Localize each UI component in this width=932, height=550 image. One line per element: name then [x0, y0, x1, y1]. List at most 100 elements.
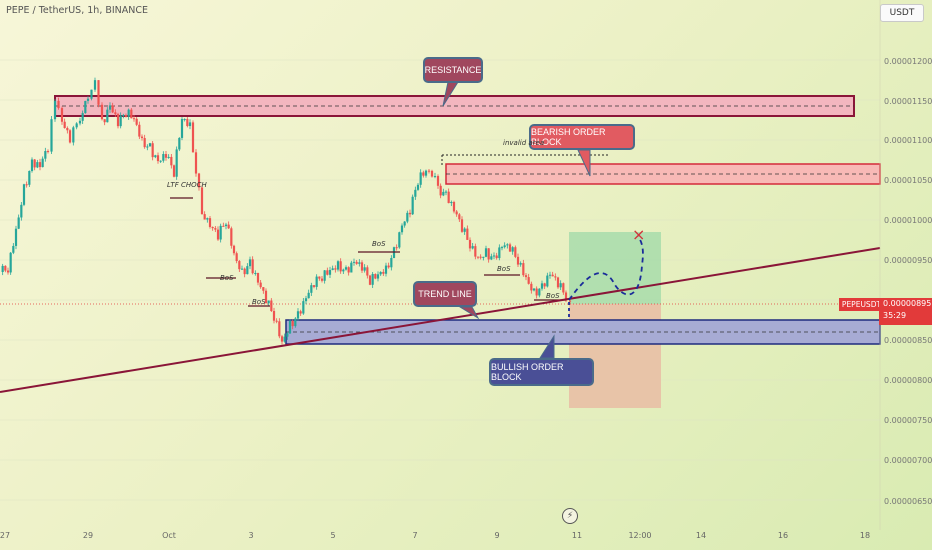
candle-body [524, 275, 528, 278]
choch-label: LTF CHOCH [167, 181, 207, 189]
candle-body [72, 127, 75, 143]
candle-body [188, 122, 192, 127]
candle-body [376, 274, 380, 279]
candle-body [162, 154, 165, 161]
candle-body [411, 196, 414, 215]
candle-body [90, 89, 93, 99]
candle-body [183, 119, 186, 121]
candle-body [310, 285, 313, 293]
candle-body [53, 100, 57, 120]
candle-body [178, 137, 181, 150]
candle-body [6, 270, 10, 273]
candle-body [264, 290, 268, 304]
candle-body [20, 204, 23, 218]
candle-body [208, 218, 212, 227]
candle-body [522, 263, 525, 276]
candle-body [414, 189, 417, 197]
candle-body [318, 276, 321, 279]
candle-body [154, 155, 157, 158]
current-price-value: 0.00000895 [883, 299, 932, 308]
x-tick-label: 14 [695, 531, 707, 540]
candle-body [75, 123, 78, 128]
candle-body [238, 261, 241, 270]
candle-body [366, 267, 369, 276]
candle-body [103, 119, 106, 123]
candle-body [256, 272, 260, 283]
candle-body [203, 214, 206, 220]
projection-path [568, 235, 644, 301]
candle-body [138, 124, 141, 137]
candle-body [559, 283, 562, 288]
candle-body [4, 265, 7, 271]
candle-body [395, 247, 398, 249]
candle-body [320, 278, 324, 281]
candle-body [114, 112, 117, 115]
candle-body [148, 143, 152, 147]
candle-body [363, 267, 366, 271]
candle-body [556, 277, 560, 288]
resistance-callout[interactable]: RESISTANCE [423, 57, 483, 83]
candle-body [278, 321, 281, 337]
lightning-icon[interactable]: ⚡ [562, 508, 578, 524]
y-tick-label: 0.00000850 [884, 336, 932, 345]
bos-label: BoS [546, 292, 560, 300]
candle-body [66, 127, 69, 131]
y-tick-label: 0.00001000 [884, 216, 932, 225]
candle-body [12, 245, 15, 253]
y-tick-label: 0.00000700 [884, 456, 932, 465]
bos-label: BoS [220, 274, 234, 282]
candle-body [564, 292, 568, 301]
candle-body [130, 109, 133, 119]
candle-body [227, 224, 230, 229]
candle-body [447, 191, 450, 204]
candle-body [159, 160, 162, 162]
candle-body [498, 247, 501, 259]
candle-body [28, 170, 31, 185]
candle-body [216, 229, 220, 240]
candle-body [57, 100, 60, 109]
candle-body [86, 98, 90, 101]
y-tick-label: 0.00001150 [884, 97, 932, 106]
candle-body [307, 292, 310, 299]
candle-body [132, 118, 136, 120]
candle-body [342, 269, 345, 272]
candle-body [304, 298, 308, 302]
candle-body [347, 267, 350, 273]
y-tick-label: 0.00001050 [884, 176, 932, 185]
candle-body [336, 261, 340, 270]
candle-body [532, 288, 536, 291]
quote-currency-button[interactable]: USDT [880, 4, 924, 22]
candle-body [222, 225, 225, 227]
candle-body [106, 109, 109, 123]
bullish-order-block-callout[interactable]: BULLISH ORDER BLOCK [489, 358, 594, 386]
x-tick-label: 3 [248, 531, 254, 540]
x-tick-label: 27 [0, 531, 11, 540]
candle-body [406, 212, 409, 222]
candle-body [471, 246, 474, 249]
candle-body [326, 270, 329, 275]
candle-body [60, 108, 64, 122]
candle-body [548, 274, 552, 276]
symbol-price-tag: PEPEUSDT [839, 298, 884, 311]
candle-body [302, 301, 305, 314]
candle-body [246, 266, 249, 275]
bearish-order-block-callout[interactable]: BEARISH ORDER BLOCK [529, 124, 635, 150]
trend-line-callout[interactable]: TREND LINE [413, 281, 477, 307]
candle-body [390, 257, 393, 268]
candle-body [280, 336, 284, 342]
candle-body [487, 248, 490, 260]
candle-body [516, 256, 520, 265]
candle-body [331, 268, 334, 270]
bos-label: BoS [252, 298, 266, 306]
candle-body [78, 120, 82, 124]
candle-body [116, 114, 120, 127]
candle-body [243, 268, 246, 275]
candle-body [427, 170, 431, 172]
candle-body [240, 268, 244, 270]
candle-body [358, 262, 361, 264]
candle-body [270, 300, 273, 311]
candle-body [41, 158, 44, 168]
candle-body [206, 218, 209, 220]
candle-body [267, 300, 270, 304]
